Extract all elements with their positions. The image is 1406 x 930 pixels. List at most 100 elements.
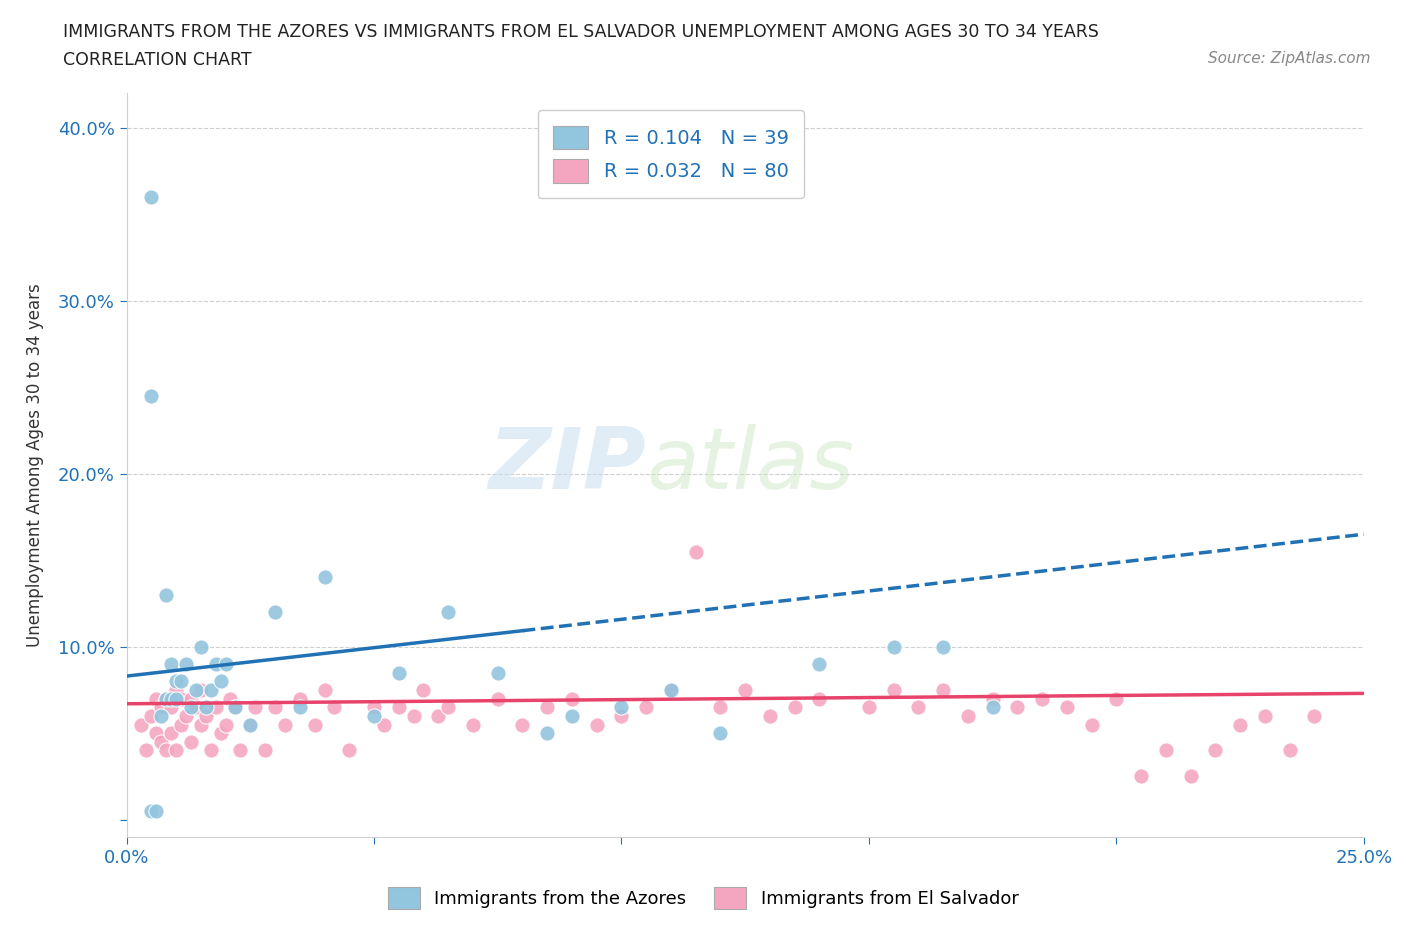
Point	[808, 657, 831, 671]
Point	[1303, 709, 1326, 724]
Point	[209, 725, 232, 740]
Point	[486, 665, 509, 680]
Point	[274, 717, 297, 732]
Point	[1056, 699, 1078, 714]
Point	[512, 717, 534, 732]
Point	[170, 674, 193, 689]
Point	[165, 683, 187, 698]
Point	[150, 735, 173, 750]
Point	[165, 743, 187, 758]
Point	[264, 699, 287, 714]
Point	[883, 639, 905, 654]
Point	[155, 743, 177, 758]
Point	[536, 699, 558, 714]
Legend: R = 0.104   N = 39, R = 0.032   N = 80: R = 0.104 N = 39, R = 0.032 N = 80	[537, 110, 804, 198]
Point	[150, 699, 173, 714]
Point	[363, 709, 385, 724]
Point	[585, 717, 607, 732]
Point	[388, 699, 411, 714]
Point	[288, 691, 311, 706]
Point	[1031, 691, 1053, 706]
Point	[141, 190, 163, 205]
Point	[314, 683, 336, 698]
Point	[209, 674, 232, 689]
Point	[323, 699, 346, 714]
Point	[180, 691, 202, 706]
Point	[254, 743, 277, 758]
Point	[883, 683, 905, 698]
Text: CORRELATION CHART: CORRELATION CHART	[63, 51, 252, 69]
Point	[239, 717, 262, 732]
Point	[150, 709, 173, 724]
Point	[1130, 769, 1153, 784]
Point	[145, 691, 167, 706]
Point	[808, 691, 831, 706]
Point	[932, 639, 955, 654]
Point	[190, 717, 212, 732]
Point	[437, 699, 460, 714]
Point	[141, 804, 163, 818]
Point	[194, 699, 217, 714]
Point	[170, 691, 193, 706]
Point	[561, 709, 583, 724]
Point	[184, 699, 207, 714]
Point	[224, 699, 246, 714]
Point	[759, 709, 782, 724]
Point	[219, 691, 242, 706]
Point	[427, 709, 450, 724]
Point	[165, 674, 187, 689]
Point	[214, 717, 236, 732]
Point	[194, 709, 217, 724]
Point	[956, 709, 979, 724]
Point	[388, 665, 411, 680]
Y-axis label: Unemployment Among Ages 30 to 34 years: Unemployment Among Ages 30 to 34 years	[25, 283, 44, 647]
Point	[858, 699, 880, 714]
Text: Source: ZipAtlas.com: Source: ZipAtlas.com	[1208, 51, 1371, 66]
Point	[190, 683, 212, 698]
Point	[204, 657, 226, 671]
Point	[184, 683, 207, 698]
Point	[180, 699, 202, 714]
Point	[160, 725, 183, 740]
Point	[155, 691, 177, 706]
Point	[200, 743, 222, 758]
Point	[160, 657, 183, 671]
Point	[709, 725, 731, 740]
Text: IMMIGRANTS FROM THE AZORES VS IMMIGRANTS FROM EL SALVADOR UNEMPLOYMENT AMONG AGE: IMMIGRANTS FROM THE AZORES VS IMMIGRANTS…	[63, 23, 1099, 41]
Point	[610, 699, 633, 714]
Point	[610, 709, 633, 724]
Point	[229, 743, 252, 758]
Point	[636, 699, 658, 714]
Point	[224, 699, 246, 714]
Text: ZIP: ZIP	[488, 423, 647, 507]
Point	[155, 588, 177, 603]
Point	[141, 389, 163, 404]
Point	[135, 743, 157, 758]
Point	[932, 683, 955, 698]
Point	[1204, 743, 1226, 758]
Point	[200, 683, 222, 698]
Point	[685, 544, 707, 559]
Point	[734, 683, 756, 698]
Point	[783, 699, 806, 714]
Point	[659, 683, 682, 698]
Point	[1105, 691, 1128, 706]
Point	[709, 699, 731, 714]
Point	[337, 743, 360, 758]
Point	[264, 604, 287, 619]
Point	[288, 699, 311, 714]
Point	[180, 735, 202, 750]
Point	[1154, 743, 1177, 758]
Point	[1278, 743, 1301, 758]
Legend: Immigrants from the Azores, Immigrants from El Salvador: Immigrants from the Azores, Immigrants f…	[380, 880, 1026, 916]
Point	[145, 804, 167, 818]
Point	[155, 691, 177, 706]
Point	[160, 699, 183, 714]
Point	[981, 699, 1004, 714]
Point	[981, 691, 1004, 706]
Point	[239, 717, 262, 732]
Point	[165, 691, 187, 706]
Point	[1080, 717, 1102, 732]
Point	[1180, 769, 1202, 784]
Point	[561, 691, 583, 706]
